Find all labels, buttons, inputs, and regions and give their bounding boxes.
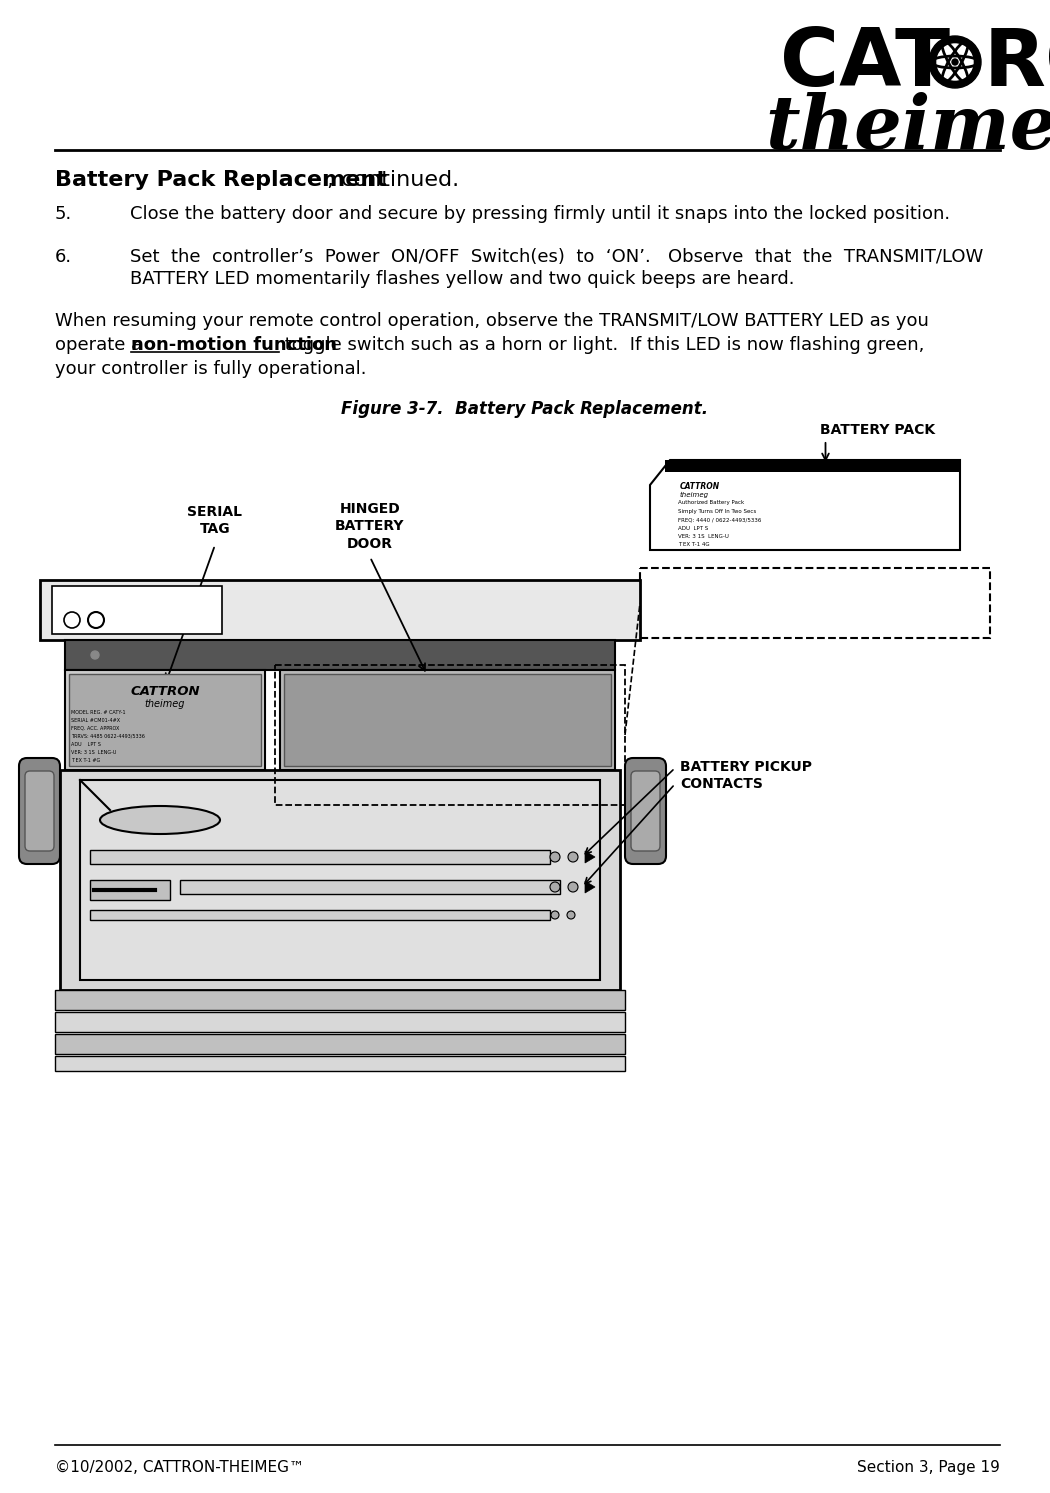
Circle shape: [568, 882, 578, 891]
Text: SERIAL #CM01-4#X: SERIAL #CM01-4#X: [71, 718, 120, 723]
Text: BATTERY PICKUP
CONTACTS: BATTERY PICKUP CONTACTS: [680, 760, 812, 791]
Text: ADU  LPT S: ADU LPT S: [678, 526, 709, 530]
Bar: [275, 664, 625, 805]
Text: Close the battery door and secure by pressing firmly until it snaps into the loc: Close the battery door and secure by pre…: [130, 205, 950, 222]
Circle shape: [91, 651, 99, 658]
Text: HINGED
BATTERY
DOOR: HINGED BATTERY DOOR: [335, 502, 404, 551]
Text: RON: RON: [984, 25, 1050, 103]
Circle shape: [551, 911, 559, 920]
Circle shape: [568, 853, 578, 861]
Bar: [65, 670, 265, 770]
FancyBboxPatch shape: [631, 770, 660, 851]
Text: VER: 3 1S  LENG-U: VER: 3 1S LENG-U: [71, 749, 117, 755]
Text: theimeg: theimeg: [145, 699, 185, 709]
Bar: [69, 673, 261, 766]
Circle shape: [550, 853, 560, 861]
Text: T EX T-1 #G: T EX T-1 #G: [71, 758, 100, 763]
Bar: [60, 770, 619, 990]
Text: CATTRON: CATTRON: [130, 685, 200, 699]
Circle shape: [567, 911, 575, 920]
Bar: [90, 879, 170, 900]
Text: SERIAL
TAG: SERIAL TAG: [188, 505, 243, 536]
Text: MODEL REG. # CATY-1: MODEL REG. # CATY-1: [71, 711, 126, 715]
Bar: [55, 1012, 625, 1032]
Bar: [80, 779, 600, 979]
Polygon shape: [585, 851, 595, 863]
Text: 5.: 5.: [55, 205, 72, 222]
Text: T EX T-1 4G: T EX T-1 4G: [678, 542, 710, 548]
Text: Authorized Battery Pack: Authorized Battery Pack: [678, 500, 744, 505]
Bar: [280, 670, 615, 770]
Polygon shape: [585, 881, 595, 893]
Bar: [180, 879, 560, 894]
Text: toggle switch such as a horn or light.  If this LED is now flashing green,: toggle switch such as a horn or light. I…: [279, 336, 924, 354]
Ellipse shape: [100, 806, 220, 835]
Text: operate a: operate a: [55, 336, 148, 354]
Text: +: +: [92, 615, 100, 626]
Circle shape: [937, 43, 973, 81]
Polygon shape: [650, 460, 960, 549]
Bar: [55, 1056, 625, 1070]
Text: theimeg: theimeg: [680, 493, 709, 499]
Text: non-motion function: non-motion function: [131, 336, 337, 354]
Text: BATTERY LED momentarily flashes yellow and two quick beeps are heard.: BATTERY LED momentarily flashes yellow a…: [130, 270, 795, 288]
Bar: [90, 850, 550, 864]
Text: , continued.: , continued.: [327, 170, 459, 190]
Text: VER: 3 1S  LENG-U: VER: 3 1S LENG-U: [678, 534, 729, 539]
Circle shape: [952, 60, 958, 66]
Bar: [40, 579, 640, 640]
Text: To Access Battery Pack: To Access Battery Pack: [58, 593, 130, 597]
Text: 6.: 6.: [55, 248, 72, 266]
Bar: [52, 585, 222, 635]
Text: theimeg: theimeg: [765, 93, 1050, 166]
Text: FREQ: 4440 / 0622-4493/5336: FREQ: 4440 / 0622-4493/5336: [678, 517, 761, 523]
Bar: [90, 911, 550, 920]
Text: Battery Pack Replacement: Battery Pack Replacement: [55, 170, 386, 190]
Text: When resuming your remote control operation, observe the TRANSMIT/LOW BATTERY LE: When resuming your remote control operat…: [55, 312, 929, 330]
Circle shape: [929, 36, 981, 88]
Bar: [665, 460, 960, 472]
FancyBboxPatch shape: [25, 770, 54, 851]
Text: Section 3, Page 19: Section 3, Page 19: [857, 1460, 1000, 1475]
Text: TRRVS: 4485 0622-4493/5336: TRRVS: 4485 0622-4493/5336: [71, 735, 145, 739]
FancyBboxPatch shape: [625, 758, 666, 864]
Text: your controller is fully operational.: your controller is fully operational.: [55, 360, 366, 378]
Text: ADU    LPT S: ADU LPT S: [71, 742, 101, 746]
Text: Set  the  controller’s  Power  ON/OFF  Switch(es)  to  ‘ON’.   Observe  that  th: Set the controller’s Power ON/OFF Switch…: [130, 248, 983, 266]
Bar: [640, 567, 990, 638]
Text: ©10/2002, CATTRON-THEIMEG™: ©10/2002, CATTRON-THEIMEG™: [55, 1460, 304, 1475]
Text: Figure 3-7.  Battery Pack Replacement.: Figure 3-7. Battery Pack Replacement.: [341, 400, 709, 418]
Text: FREQ. ACC. APPROX: FREQ. ACC. APPROX: [71, 726, 120, 732]
Text: CAT: CAT: [780, 25, 950, 103]
Text: Simply Turn a Catch In the Slots: Simply Turn a Catch In the Slots: [58, 600, 159, 605]
Bar: [65, 640, 615, 670]
Circle shape: [550, 882, 560, 891]
Text: Simply Turns Off In Two Secs: Simply Turns Off In Two Secs: [678, 509, 756, 514]
Text: BATTERY PACK: BATTERY PACK: [820, 423, 936, 437]
FancyBboxPatch shape: [19, 758, 60, 864]
Bar: [55, 990, 625, 1009]
Bar: [284, 673, 611, 766]
Bar: [55, 1035, 625, 1054]
Text: CATTRON: CATTRON: [680, 482, 720, 491]
